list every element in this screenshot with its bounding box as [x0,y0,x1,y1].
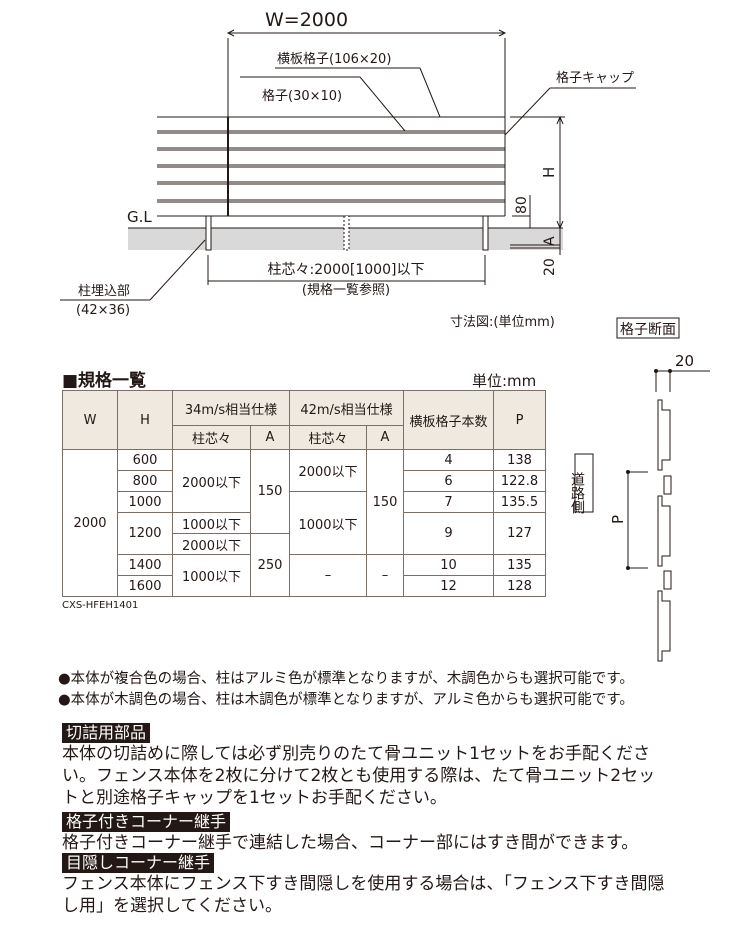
table-row: 2000 600 2000以下 150 2000以下 150 4 138 [62,449,546,597]
cell-a42: 150 [366,449,404,555]
cell-p: 128 [493,575,546,597]
cell-pitch34: 1000以下 [172,554,251,597]
header-post-pitch-34: 柱芯々 [172,425,251,450]
section-text: 本体の切詰めに際しては必ず別売りのたて骨ユニット1セットをお手配くださ [62,744,650,764]
cell-h: 1600 [117,575,173,597]
diagram-caption: 寸法図:(単位mm) [450,314,555,330]
cell-h: 800 [117,470,173,492]
note-line: ●本体が木調色の場合、柱は木調色が標準となりますが、アルミ色からも選択可能です。 [58,692,634,708]
section-heading-screen-corner-joint: 目隠しコーナー継手 [62,853,215,873]
header-p: P [493,390,546,450]
cell-pitch42: – [289,554,367,597]
spec-table: W H 34m/s相当仕様 42m/s相当仕様 横板格子本数 P 柱芯々 A 柱… [62,390,546,597]
cell-pitch42: 2000以下 [289,449,367,492]
table-row: 1000 1000以下 7 135.5 [63,491,546,555]
section-text: 格子付きコーナー継手で連結した場合、コーナー部にはすき間ができます。 [62,833,639,853]
cell-a34: 150 [250,449,290,534]
horizontal-slats [157,116,506,217]
header-slat-count: 横板格子本数 [403,390,494,450]
cell-pitch34: 2000以下 [172,449,251,513]
table-row: 1400 1000以下 – – 10 135 [63,554,546,597]
section-heading-lattice-corner-joint: 格子付きコーナー継手 [62,812,231,832]
post-embed-size: (42×36) [76,303,130,318]
section-title: 格子断面 [620,322,676,338]
cell-slat-count: 9 [403,512,494,555]
header-a-42: A [366,425,404,450]
embed-depth-label: A [542,236,558,246]
cell-pitch42: 1000以下 [289,491,367,555]
cell-slat-count: 10 [403,554,494,576]
header-w: W [62,390,118,450]
cell-slat-count: 4 [403,449,494,471]
cell-p: 135 [493,554,546,576]
header-a-34: A [250,425,290,450]
table-row: 2000以下 250 [63,533,546,597]
width-label: W=2000 [265,9,348,31]
road-side-label: 道路側 [570,472,585,514]
unit-label: 単位:mm [472,372,537,390]
table-row: 1600 12 128 [63,575,546,597]
post-spacing-label: 柱芯々:2000[1000]以下 [268,262,425,278]
lattice-label: 格子(30×10) [262,88,342,104]
cell-pitch34: 1000以下 [172,512,251,534]
posts [205,215,489,251]
ground-level-label: G.L [127,208,152,226]
cell-slat-count: 7 [403,491,494,513]
horizontal-slat-label: 横板格子(106×20) [277,51,391,67]
cell-pitch34: 2000以下 [172,533,251,555]
header-spec34: 34m/s相当仕様 [172,390,290,426]
cell-p: 122.8 [493,470,546,492]
cell-h: 600 [117,449,173,471]
base-label: 20 [542,258,558,276]
cell-p: 135.5 [493,491,546,513]
table-row: 800 6 122.8 [63,470,546,492]
cell-a34: 250 [250,533,290,597]
post-embed-label: 柱埋込部 [78,284,130,299]
section-text: い。フェンス本体を2枚に分けて2枚とも使用する際は、たて骨ユニット2セッ [62,766,656,786]
height-label: H [540,167,558,178]
cell-a42: – [366,554,404,597]
section-text: トと別途格子キャップを1セットお手配ください。 [62,788,447,808]
lattice-cap-label: 格子キャップ [556,70,634,86]
cell-p: 127 [493,512,546,555]
section-heading-cutting-parts: 切詰用部品 [62,723,151,743]
cell-h: 1000 [117,491,173,513]
cell-slat-count: 6 [403,470,494,492]
lattice-section-diagram: 格子断面 20 P 道路側 [570,317,710,662]
spec-table-title: ■規格一覧 [62,371,147,391]
cell-p: 138 [493,449,546,471]
cell-h: 1200 [117,512,173,555]
clearance-label: 80 [514,196,530,214]
thickness-label: 20 [675,352,694,370]
section-text: し用」を選択してください。 [62,896,282,916]
table-row: 1200 1000以下 9 127 [63,512,546,555]
section-text: フェンス本体にフェンス下すき間隠しを使用する場合は、「フェンス下すき間隠 [62,874,665,894]
fence-dimension-diagram: W=2000 横板格子(106×20) 格子(30×10) 格子キャップ G.L… [60,9,636,330]
pitch-label: P [609,515,627,524]
cell-h: 1400 [117,554,173,576]
product-code: CXS-HFEH1401 [62,600,139,611]
post-spacing-note: (規格一覧参照) [302,282,390,298]
header-h: H [117,390,173,450]
cell-slat-count: 12 [403,575,494,597]
header-spec42: 42m/s相当仕様 [289,390,404,426]
cell-w: 2000 [62,449,118,597]
header-post-pitch-42: 柱芯々 [289,425,367,450]
note-line: ●本体が複合色の場合、柱はアルミ色が標準となりますが、木調色からも選択可能です。 [58,671,634,687]
